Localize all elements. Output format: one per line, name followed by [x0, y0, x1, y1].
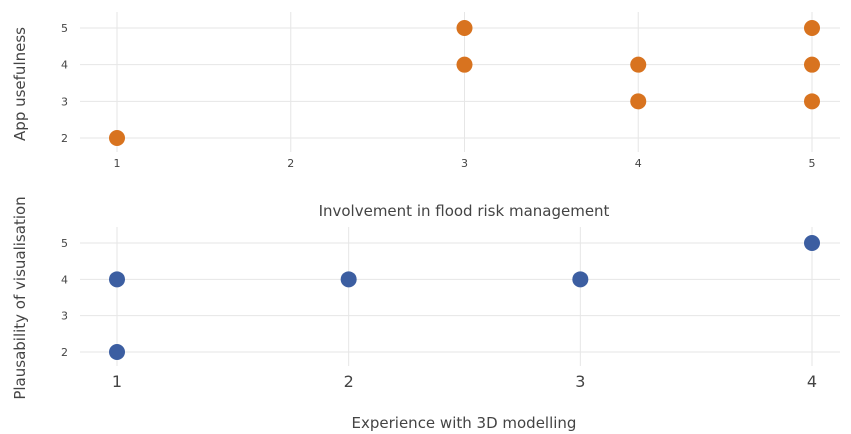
top-data-point: [630, 56, 647, 73]
bottom-data-point: [109, 271, 125, 288]
bottom-data-point: [804, 235, 820, 251]
top-data-point: [456, 20, 473, 36]
top-data-point: [804, 20, 820, 36]
top-y-tick-label: 5: [61, 22, 68, 35]
top-x-axis-label: Involvement in flood risk management: [319, 202, 610, 220]
top-x-tick-label: 4: [635, 157, 642, 170]
bottom-y-tick-label: 3: [61, 310, 68, 323]
bottom-x-tick-label: 2: [344, 372, 354, 391]
top-scatter-panel: 1 2 3 4 5 2 3 4 5: [61, 12, 840, 170]
bottom-y-axis-label: Plausability of visualisation: [11, 196, 29, 399]
bottom-data-point: [109, 344, 125, 360]
top-data-point: [456, 56, 473, 73]
top-data-point: [109, 130, 125, 146]
top-y-tick-label: 4: [61, 59, 68, 72]
bottom-x-tick-label: 4: [807, 372, 817, 391]
top-x-tick-label: 5: [809, 157, 816, 170]
bottom-y-tick-label: 4: [61, 273, 68, 286]
top-x-tick-label: 2: [287, 157, 294, 170]
top-y-tick-label: 3: [61, 95, 68, 108]
top-y-axis-label: App usefulness: [11, 27, 29, 141]
bottom-data-point: [340, 271, 357, 288]
bottom-x-tick-label: 1: [112, 372, 122, 391]
bottom-x-tick-label: 3: [575, 372, 585, 391]
top-data-point: [804, 56, 820, 73]
top-x-tick-label: 3: [461, 157, 468, 170]
top-y-tick-label: 2: [61, 132, 68, 145]
bottom-y-tick-label: 5: [61, 237, 68, 250]
top-data-point: [804, 93, 820, 110]
top-x-tick-label: 1: [114, 157, 121, 170]
top-data-point: [630, 93, 647, 110]
bottom-y-tick-label: 2: [61, 346, 68, 359]
bottom-x-axis-label: Experience with 3D modelling: [352, 414, 577, 432]
bottom-scatter-panel: 1 2 3 4 2 3 4 5: [61, 227, 840, 391]
bottom-data-point: [572, 271, 589, 288]
